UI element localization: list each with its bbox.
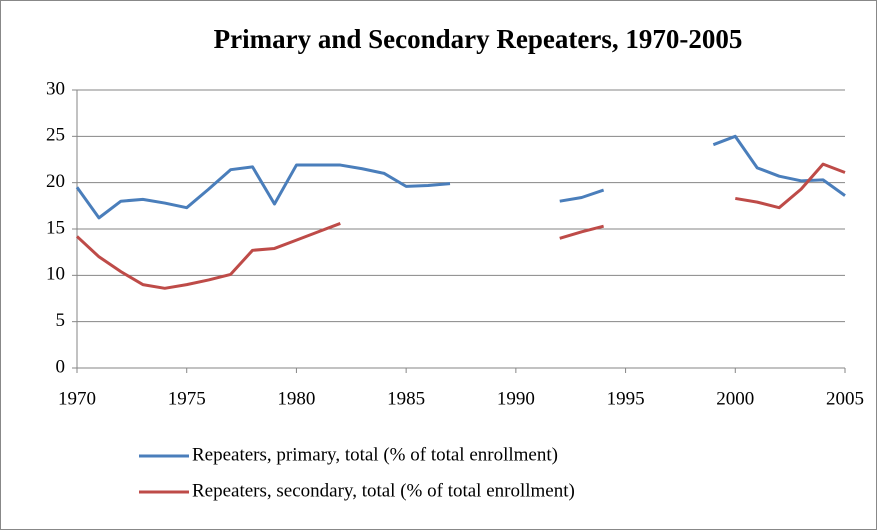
y-tick-label: 30: [46, 78, 65, 99]
y-tick-label: 25: [46, 125, 65, 146]
x-tick-label: 1995: [607, 388, 645, 409]
x-tick-label: 2005: [826, 388, 864, 409]
x-tick-label: 1975: [168, 388, 206, 409]
series-line: [75, 162, 846, 290]
x-tick-label: 1980: [277, 388, 315, 409]
legend-label: Repeaters, primary, total (% of total en…: [192, 444, 558, 465]
x-tick-label: 1970: [58, 388, 96, 409]
chart-title: Primary and Secondary Repeaters, 1970-20…: [214, 24, 743, 54]
y-tick-label: 20: [46, 171, 65, 192]
x-tick-label: 1985: [387, 388, 425, 409]
legend-label: Repeaters, secondary, total (% of total …: [192, 480, 575, 501]
y-tick-label: 15: [46, 217, 65, 238]
y-tick-label: 5: [56, 310, 66, 331]
x-tick-label: 1990: [497, 388, 535, 409]
y-tick-label: 0: [56, 356, 66, 377]
y-tick-label: 10: [46, 264, 65, 285]
series-line: [75, 134, 846, 220]
x-tick-label: 2000: [716, 388, 754, 409]
